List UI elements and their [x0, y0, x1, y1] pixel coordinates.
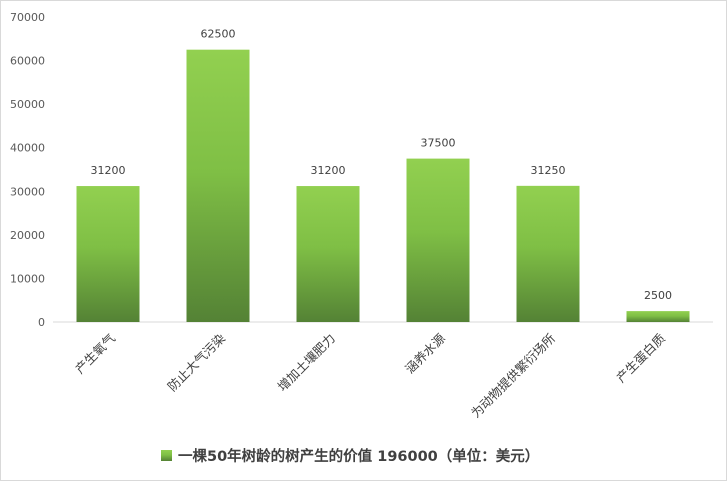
category-label: 涵养水源 [402, 330, 448, 376]
y-tick-label: 30000 [10, 185, 45, 198]
bars [76, 49, 690, 323]
y-tick-label: 70000 [10, 11, 45, 24]
data-label: 2500 [644, 289, 672, 302]
y-tick-label: 0 [38, 316, 45, 329]
y-tick-label: 60000 [10, 55, 45, 68]
y-tick-label: 40000 [10, 142, 45, 155]
bar [516, 185, 580, 322]
legend-series-name: 一棵50年树龄的树产生的价值 196000（单位：美元） [178, 447, 539, 465]
category-label: 增加土壤肥力 [274, 331, 338, 395]
data-label: 31200 [311, 164, 346, 177]
category-labels: 产生氧气 防止大气污染 增加土壤肥力 涵养水源 为动物提供繁衍场所 产生蛋白质 [72, 330, 668, 421]
y-tick-label: 20000 [10, 229, 45, 242]
bar [406, 158, 470, 322]
bar [186, 49, 250, 323]
data-label: 37500 [421, 137, 456, 150]
data-labels: 31200 62500 31200 37500 31250 2500 [91, 28, 673, 302]
legend: 一棵50年树龄的树产生的价值 196000（单位：美元） [161, 447, 539, 465]
data-label: 31250 [531, 164, 566, 177]
bar [296, 186, 360, 322]
y-tick-label: 50000 [10, 98, 45, 111]
bar [76, 186, 140, 322]
category-label: 产生氧气 [72, 330, 118, 376]
category-label: 防止大气污染 [164, 330, 228, 394]
y-tick-label: 10000 [10, 272, 45, 285]
legend-swatch [161, 450, 172, 461]
y-axis-tick-labels: 0 10000 20000 30000 40000 50000 60000 70000 [10, 11, 45, 329]
category-label: 产生蛋白质 [613, 331, 668, 386]
bar [626, 311, 690, 322]
data-label: 31200 [91, 164, 126, 177]
data-label: 62500 [201, 28, 236, 41]
category-label: 为动物提供繁衍场所 [468, 331, 558, 421]
